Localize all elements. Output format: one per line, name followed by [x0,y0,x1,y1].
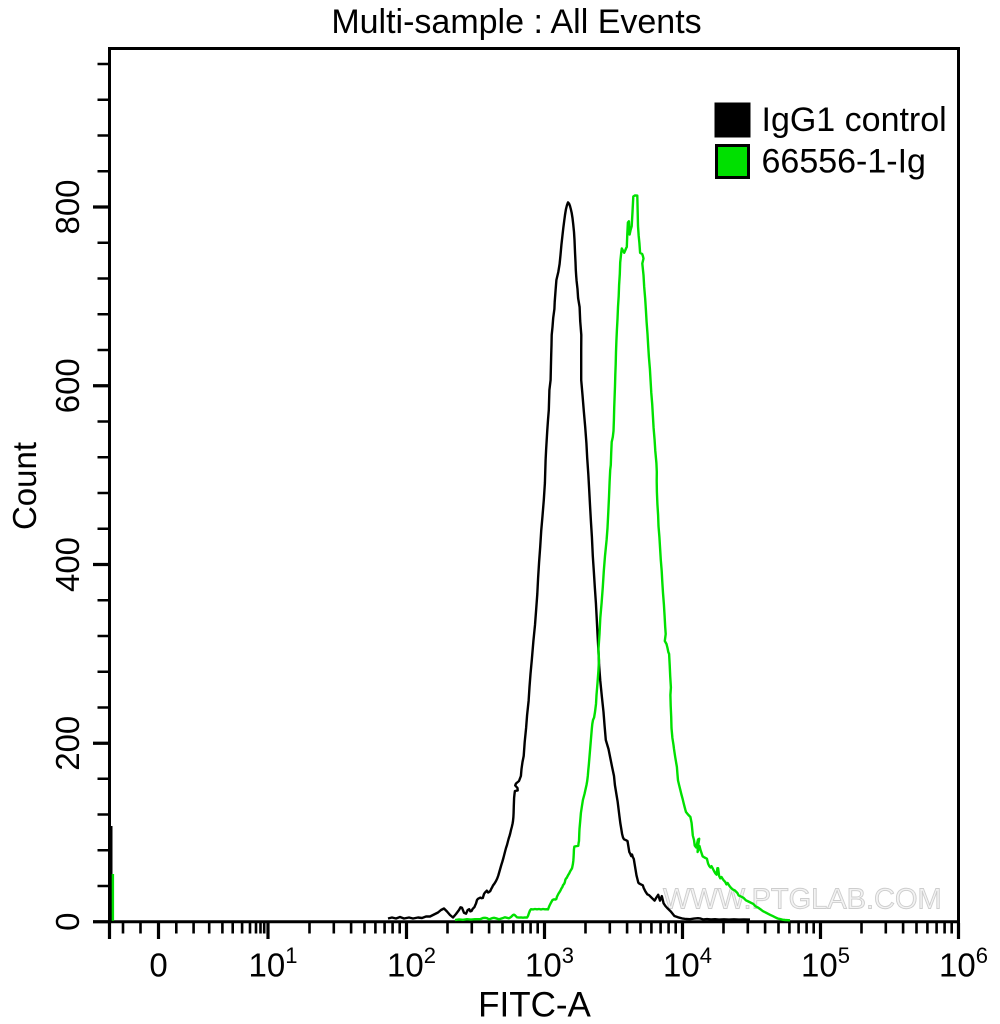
svg-text:0: 0 [149,947,167,984]
svg-text:800: 800 [49,179,86,234]
svg-text:400: 400 [49,537,86,592]
svg-text:0: 0 [49,913,86,931]
svg-text:IgG1 control: IgG1 control [762,101,947,139]
svg-text:200: 200 [49,716,86,771]
svg-text:Multi-sample : All Events: Multi-sample : All Events [331,3,701,41]
svg-text:WWW.PTGLAB.COM: WWW.PTGLAB.COM [663,884,942,916]
svg-text:105: 105 [801,943,850,984]
svg-text:600: 600 [49,358,86,413]
svg-text:FITC-A: FITC-A [478,986,591,1024]
svg-text:66556-1-Ig: 66556-1-Ig [762,143,926,181]
svg-text:Count: Count [6,442,43,530]
svg-text:101: 101 [249,943,298,984]
